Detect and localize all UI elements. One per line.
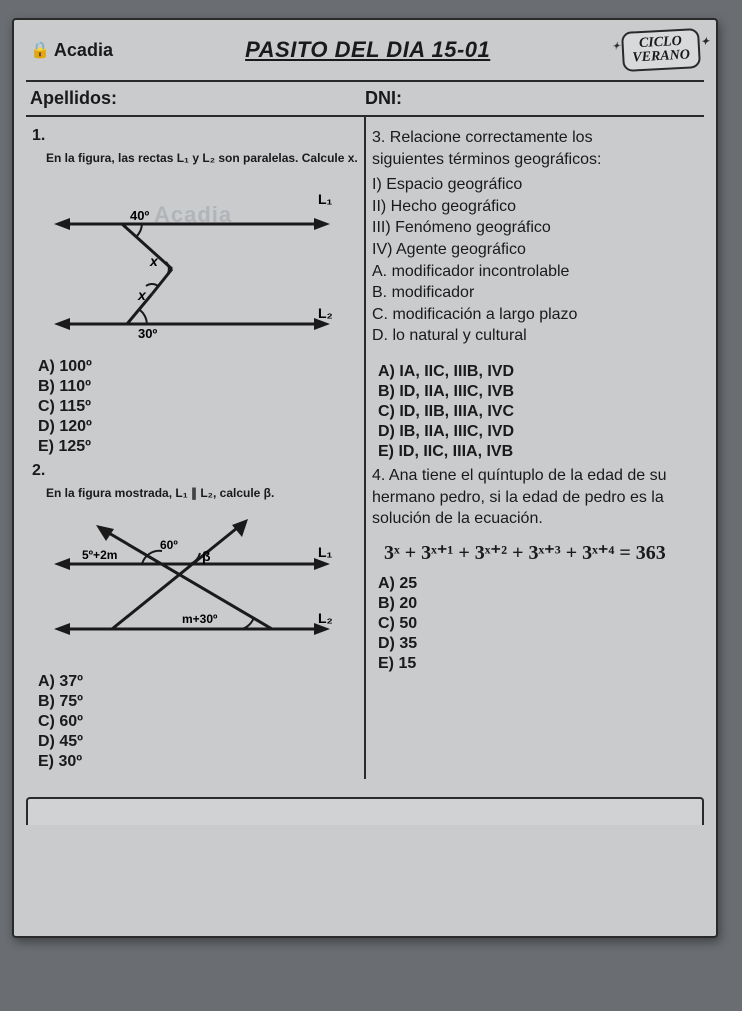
q3-opt-e: E) ID, IIC, IIIA, IVB — [378, 443, 698, 461]
top-bar: 🔒 Acadia PASITO DEL DIA 15-01 CICLO VERA… — [26, 28, 704, 76]
q3-match-a: A. modificador incontrolable — [372, 261, 698, 283]
q2-stem: En la figura mostrada, L₁ ∥ L₂, calcule … — [46, 486, 358, 501]
q4-equation: 3ˣ + 3ˣ⁺¹ + 3ˣ⁺² + 3ˣ⁺³ + 3ˣ⁺⁴ = 363 — [384, 540, 694, 565]
q3-opt-c: C) ID, IIB, IIIA, IVC — [378, 403, 698, 421]
q1-number: 1. — [32, 127, 358, 145]
q3-match-b: B. modificador — [372, 282, 698, 304]
q3-match-c: C. modificación a largo plazo — [372, 304, 698, 326]
q2-opt-d: D) 45º — [38, 733, 358, 751]
label-dni: DNI: — [365, 88, 700, 109]
cycle-badge: CICLO VERANO — [621, 28, 701, 72]
brand: 🔒 Acadia — [30, 40, 113, 61]
q2-l1-label: L₁ — [318, 544, 333, 560]
header-row: Apellidos: DNI: — [26, 80, 704, 117]
q2-l2-label: L₂ — [318, 610, 333, 626]
left-column: 1. En la figura, las rectas L₁ y L₂ son … — [26, 117, 366, 779]
q3-number: 3. — [372, 129, 385, 146]
q1-x1: x — [149, 253, 159, 269]
q2-bot: m+30º — [182, 612, 218, 626]
right-column: 3. Relacione correctamente los siguiente… — [366, 117, 704, 779]
q1-ang-top: 40º — [130, 208, 149, 223]
q4-number: 4. — [372, 467, 385, 484]
content-columns: 1. En la figura, las rectas L₁ y L₂ son … — [26, 117, 704, 779]
q4-stem-b: hermano pedro, si la edad de pedro es la — [372, 489, 664, 506]
q2-beta: β — [202, 548, 211, 564]
q1-options: A) 100º B) 110º C) 115º D) 120º E) 125º — [38, 358, 358, 456]
q3-stem-b: siguientes términos geográficos: — [372, 151, 601, 168]
q4-opt-b: B) 20 — [378, 595, 698, 613]
q3-stem-a: Relacione correctamente los — [390, 129, 593, 146]
worksheet-sheet: 🔒 Acadia PASITO DEL DIA 15-01 CICLO VERA… — [12, 18, 718, 938]
q4-opt-d: D) 35 — [378, 635, 698, 653]
page-title: PASITO DEL DIA 15-01 — [245, 37, 490, 63]
q2-ang-top: 60º — [160, 538, 178, 552]
q3-options: A) IA, IIC, IIIB, IVD B) ID, IIA, IIIC, … — [378, 363, 698, 461]
badge-line2: VERANO — [632, 48, 690, 65]
q3-match-items: A. modificador incontrolable B. modifica… — [372, 261, 698, 347]
q2-opt-a: A) 37º — [38, 673, 358, 691]
q4-stem-c: solución de la ecuación. — [372, 510, 543, 527]
q2-opt-e: E) 30º — [38, 753, 358, 771]
q3-stem: 3. Relacione correctamente los siguiente… — [372, 127, 698, 170]
q3-roman-items: I) Espacio geográfico II) Hecho geográfi… — [372, 174, 698, 260]
q4-opt-c: C) 50 — [378, 615, 698, 633]
q2-opt-b: B) 75º — [38, 693, 358, 711]
q4-stem-a: Ana tiene el quíntuplo de la edad de su — [389, 467, 667, 484]
q3-item-4: IV) Agente geográfico — [372, 239, 698, 261]
q1-opt-e: E) 125º — [38, 438, 358, 456]
q3-item-3: III) Fenómeno geográfico — [372, 217, 698, 239]
q4-opt-e: E) 15 — [378, 655, 698, 673]
label-apellidos: Apellidos: — [30, 88, 365, 109]
brand-name: Acadia — [54, 40, 113, 61]
q1-opt-a: A) 100º — [38, 358, 358, 376]
q3-match-d: D. lo natural y cultural — [372, 325, 698, 347]
q2-opt-c: C) 60º — [38, 713, 358, 731]
q1-l1-label: L₁ — [318, 191, 333, 207]
q2-options: A) 37º B) 75º C) 60º D) 45º E) 30º — [38, 673, 358, 771]
q3-item-2: II) Hecho geográfico — [372, 196, 698, 218]
q1-stem: En la figura, las rectas L₁ y L₂ son par… — [46, 151, 358, 166]
q4-stem: 4. Ana tiene el quíntuplo de la edad de … — [372, 465, 698, 530]
q3-item-1: I) Espacio geográfico — [372, 174, 698, 196]
q4-opt-a: A) 25 — [378, 575, 698, 593]
q2-number: 2. — [32, 462, 358, 480]
q4-options: A) 25 B) 20 C) 50 D) 35 E) 15 — [378, 575, 698, 673]
q3-opt-d: D) IB, IIA, IIIC, IVD — [378, 423, 698, 441]
q1-figure: Acadia L₁ 40º x x — [42, 174, 358, 348]
q2-lhs: 5º+2m — [82, 548, 117, 562]
bottom-band — [26, 797, 704, 825]
q3-opt-b: B) ID, IIA, IIIC, IVB — [378, 383, 698, 401]
q1-opt-b: B) 110º — [38, 378, 358, 396]
q1-opt-c: C) 115º — [38, 398, 358, 416]
q1-ang-bot: 30º — [138, 326, 157, 341]
q3-opt-a: A) IA, IIC, IIIB, IVD — [378, 363, 698, 381]
q1-opt-d: D) 120º — [38, 418, 358, 436]
q1-l2-label: L₂ — [318, 305, 333, 321]
lock-icon: 🔒 — [30, 40, 50, 60]
q2-figure: L₁ 5º+2m 60º β L₂ — [42, 509, 358, 663]
